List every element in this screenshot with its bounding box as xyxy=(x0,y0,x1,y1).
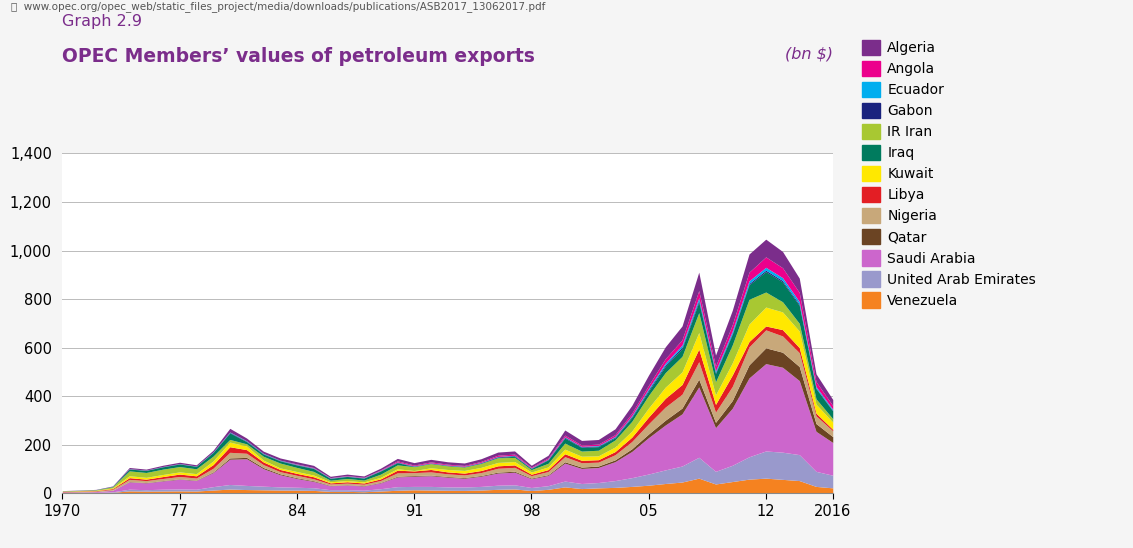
Legend: Algeria, Angola, Ecuador, Gabon, IR Iran, Iraq, Kuwait, Libya, Nigeria, Qatar, S: Algeria, Angola, Ecuador, Gabon, IR Iran… xyxy=(862,40,1036,308)
Text: OPEC Members’ values of petroleum exports: OPEC Members’ values of petroleum export… xyxy=(62,47,535,66)
Text: Graph 2.9: Graph 2.9 xyxy=(62,14,143,28)
Text: (bn $): (bn $) xyxy=(785,47,833,61)
Text: ⓘ  www.opec.org/opec_web/static_files_project/media/downloads/publications/ASB20: ⓘ www.opec.org/opec_web/static_files_pro… xyxy=(11,1,546,12)
